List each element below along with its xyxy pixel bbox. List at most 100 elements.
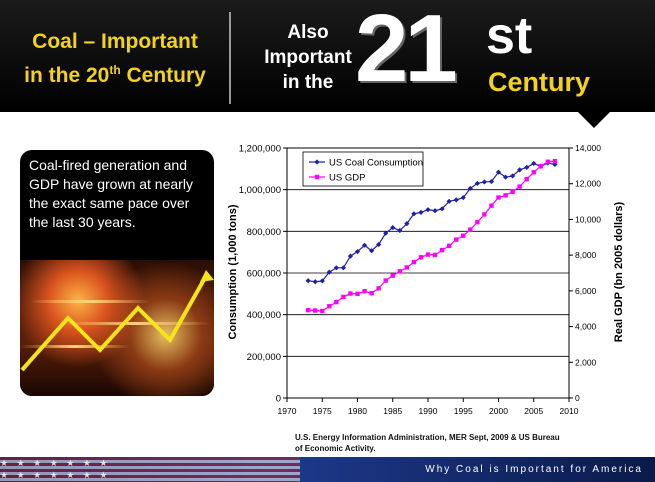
y-tick-label: 400,000 (247, 310, 281, 321)
also-line2: Important (264, 47, 352, 68)
title-banner: Coal – Important in the 20th Century Als… (0, 0, 655, 112)
gdp-data-point (327, 304, 332, 309)
gdp-data-point (531, 170, 536, 175)
coal-data-point (495, 169, 502, 175)
gdp-data-point (355, 291, 360, 297)
banner-pointer (578, 112, 610, 128)
gdp-data-point (390, 273, 395, 278)
x-tick-label: 1970 (278, 406, 297, 416)
gdp-data-point (305, 307, 311, 313)
legend-marker (314, 174, 320, 180)
footer-bar: ★ ★ ★ ★ ★ ★ ★ ★ ★ ★ ★ ★ ★ ★ ★ ★ ★ Why Co… (0, 457, 655, 482)
coal-data-point (432, 208, 438, 214)
gdp-data-point (341, 294, 346, 300)
coal-data-point (376, 241, 382, 248)
banner-left-line2-pre: in the 20 (24, 64, 110, 87)
coal-data-point (453, 197, 459, 203)
y2-tick-label: 6,000 (575, 286, 597, 296)
gdp-data-point (376, 286, 381, 291)
gdp-data-point (320, 308, 325, 314)
also-line1: Also (287, 22, 329, 43)
night-traffic-photo (20, 260, 214, 396)
gdp-data-point (439, 247, 445, 253)
y2-axis-label: Real GDP (bn 2005 dollars) (613, 201, 625, 342)
banner-divider (229, 12, 231, 104)
light-streak (30, 300, 150, 303)
y2-tick-label: 0 (575, 393, 580, 403)
coal-data-point (383, 230, 389, 236)
gdp-data-point (425, 252, 431, 257)
y-tick-label: 800,000 (247, 227, 281, 238)
callout-text: Coal-fired generation and GDP have grown… (29, 157, 193, 230)
coal-data-point (439, 206, 445, 212)
light-streak (20, 345, 130, 348)
banner-left-line2-post: Century (120, 64, 206, 87)
gdp-data-point (362, 289, 367, 294)
x-tick-label: 2000 (489, 406, 508, 416)
gdp-data-point (552, 159, 558, 164)
source-citation: U.S. Energy Information Administration, … (295, 433, 560, 453)
coal-data-point (418, 209, 424, 215)
gdp-data-point (418, 255, 424, 260)
coal-data-point (502, 174, 509, 180)
coal-data-point (467, 185, 473, 192)
coal-data-point (354, 248, 361, 255)
y-tick-label: 0 (276, 394, 281, 405)
footer-tagline: Why Coal is Important for America (425, 464, 643, 475)
big-st-suffix: st (486, 7, 533, 65)
gdp-data-point (404, 265, 410, 270)
x-tick-label: 1995 (454, 406, 473, 416)
gdp-data-point (510, 189, 515, 194)
gdp-data-point (538, 164, 543, 169)
x-tick-label: 2010 (560, 406, 579, 416)
callout-box: Coal-fired generation and GDP have grown… (20, 150, 214, 396)
gdp-data-point (313, 308, 318, 313)
gdp-data-point (482, 212, 487, 217)
gdp-data-point (524, 176, 529, 182)
gdp-data-point (411, 259, 417, 265)
coal-data-point (510, 173, 516, 179)
gdp-data-point (383, 278, 388, 283)
coal-data-point (404, 221, 410, 227)
coal-data-point (517, 167, 523, 173)
gdp-data-point (461, 233, 466, 238)
gdp-data-point (397, 269, 402, 274)
gdp-data-point (503, 193, 508, 198)
legend-label: US Coal Consumption (329, 158, 423, 169)
plot-area: 0 200,000 400,000 600,000 800,000 1,000,000 1,… (239, 143, 602, 416)
y-tick-label: 200,000 (247, 352, 281, 363)
banner-left-line2-sup: th (109, 63, 121, 77)
banner-left-title: Coal – Important in the 20th Century (10, 28, 220, 90)
coal-data-point (305, 278, 311, 284)
y2-tick-label: 12,000 (575, 179, 601, 189)
x-tick-label: 2005 (524, 406, 543, 416)
light-streak (60, 322, 210, 325)
growth-arrow-icon (20, 270, 214, 372)
banner-left-line1: Coal – Important (32, 30, 198, 53)
legend-label: US GDP (329, 173, 365, 184)
y-tick-label: 1,200,000 (239, 144, 281, 155)
gdp-data-point (496, 195, 501, 200)
coal-data-point (446, 198, 452, 204)
also-line3: in the (282, 72, 334, 93)
y2-tick-label: 4,000 (575, 322, 597, 332)
coal-data-point (333, 265, 339, 271)
gdp-data-point (334, 299, 339, 305)
banner-left-line2: in the 20th Century (10, 56, 220, 90)
y2-tick-label: 8,000 (575, 250, 597, 260)
y-axis-label: Consumption (1,000 tons) (227, 204, 239, 339)
y-tick-label: 600,000 (247, 269, 281, 280)
coal-data-point (319, 278, 325, 284)
coal-data-point (312, 279, 318, 285)
gdp-data-point (468, 227, 473, 232)
x-tick-label: 1985 (383, 406, 402, 416)
gdp-data-point (446, 243, 452, 249)
coal-data-point (397, 227, 403, 234)
coal-data-point (361, 242, 368, 248)
gdp-data-point (545, 159, 551, 164)
coal-data-point (411, 211, 417, 217)
coal-data-point (326, 269, 332, 275)
coal-data-point (340, 265, 346, 271)
x-tick-label: 1990 (419, 406, 438, 416)
